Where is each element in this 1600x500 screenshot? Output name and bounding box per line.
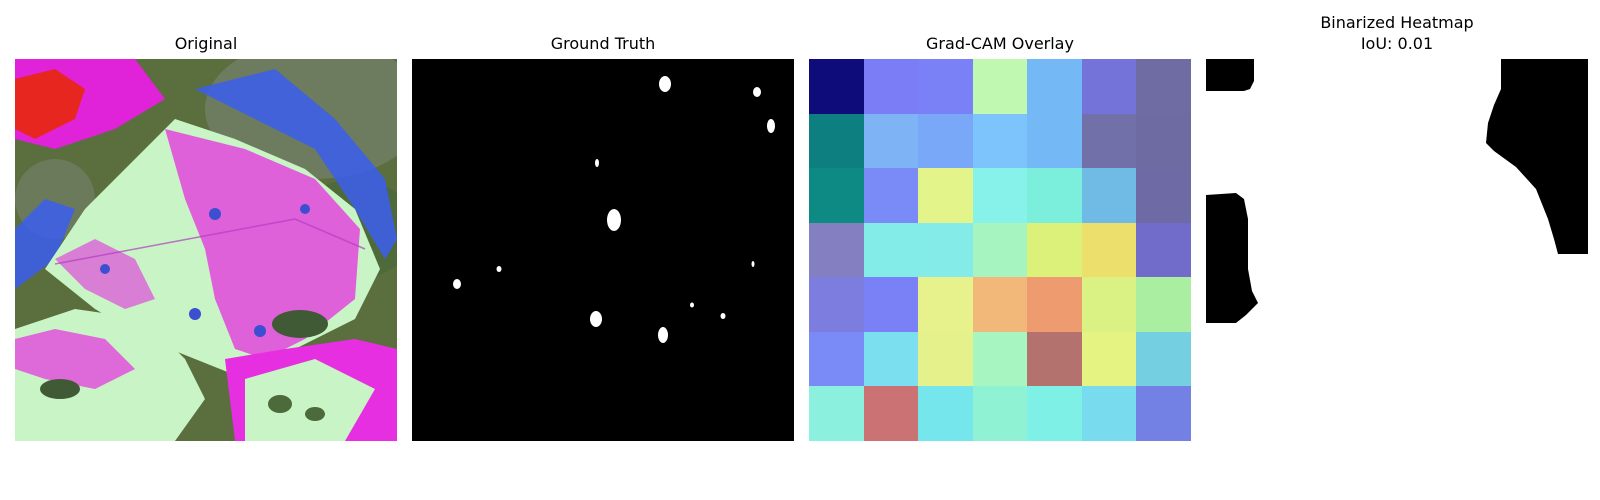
heatmap-cell <box>864 277 918 332</box>
heatmap-cell <box>1082 168 1136 223</box>
lesion-spot <box>607 209 621 231</box>
heatmap-cell <box>973 59 1027 114</box>
heatmap-cell <box>1136 223 1191 277</box>
heatmap-cell <box>973 223 1027 277</box>
heatmap-cell <box>864 223 918 277</box>
iou-score-label: IoU: 0.01 <box>1360 34 1434 53</box>
heatmap-cell <box>1027 223 1082 277</box>
gradcam-heatmap-grid <box>809 59 1191 441</box>
heatmap-cell <box>1027 332 1082 386</box>
lesion-spot <box>453 279 461 289</box>
heatmap-cell <box>864 332 918 386</box>
heatmap-cell <box>1136 277 1191 332</box>
mask-region <box>1486 59 1588 254</box>
heatmap-cell <box>1027 114 1082 168</box>
heatmap-cell <box>809 277 864 332</box>
lesion-spot <box>658 327 668 343</box>
heatmap-cell <box>864 114 918 168</box>
heatmap-cell <box>918 114 973 168</box>
panel-title-ground-truth: Ground Truth <box>550 34 656 53</box>
heatmap-cell <box>918 332 973 386</box>
heatmap-cell <box>1082 332 1136 386</box>
heatmap-cell <box>973 332 1027 386</box>
heatmap-cell <box>1136 386 1191 441</box>
original-leaf-image <box>15 59 397 441</box>
heatmap-cell <box>809 59 864 114</box>
mask-region <box>1206 193 1258 323</box>
heatmap-cell <box>1136 168 1191 223</box>
heatmap-cell <box>973 277 1027 332</box>
heatmap-cell <box>973 168 1027 223</box>
lesion-spot <box>659 76 671 92</box>
heatmap-cell <box>918 168 973 223</box>
heatmap-cell <box>809 114 864 168</box>
lesion-spot <box>496 266 502 272</box>
heatmap-cell <box>1082 223 1136 277</box>
heatmap-cell <box>918 386 973 441</box>
lesion-spot <box>720 313 726 319</box>
heatmap-cell <box>1136 114 1191 168</box>
heatmap-cell <box>809 386 864 441</box>
heatmap-cell <box>918 59 973 114</box>
heatmap-cell <box>864 59 918 114</box>
heatmap-cell <box>1136 59 1191 114</box>
heatmap-cell <box>1082 114 1136 168</box>
heatmap-cell <box>1082 386 1136 441</box>
heatmap-cell <box>864 168 918 223</box>
heatmap-cell <box>973 114 1027 168</box>
heatmap-cell <box>1027 386 1082 441</box>
lesion-spot <box>753 87 761 97</box>
binarized-heatmap-mask <box>1206 59 1588 441</box>
ground-truth-mask <box>412 59 794 441</box>
heatmap-cell <box>809 168 864 223</box>
heatmap-cell <box>864 386 918 441</box>
lesion-spot <box>751 261 755 267</box>
heatmap-cell <box>1027 277 1082 332</box>
mask-region <box>1206 59 1254 91</box>
heatmap-cell <box>809 332 864 386</box>
heatmap-cell <box>1082 277 1136 332</box>
heatmap-cell <box>1136 332 1191 386</box>
panel-title-binarized: Binarized Heatmap <box>1320 13 1474 32</box>
panel-title-original: Original <box>174 34 238 53</box>
heatmap-cell <box>809 223 864 277</box>
lesion-spot <box>690 302 694 308</box>
heatmap-cell <box>1082 59 1136 114</box>
lesion-spot <box>595 159 599 167</box>
lesion-spot <box>590 311 602 327</box>
heatmap-cell <box>1027 59 1082 114</box>
lesion-spot <box>767 119 775 133</box>
heatmap-cell <box>918 277 973 332</box>
heatmap-cell <box>918 223 973 277</box>
heatmap-cell <box>973 386 1027 441</box>
panel-title-gradcam: Grad-CAM Overlay <box>926 34 1074 53</box>
heatmap-cell <box>1027 168 1082 223</box>
